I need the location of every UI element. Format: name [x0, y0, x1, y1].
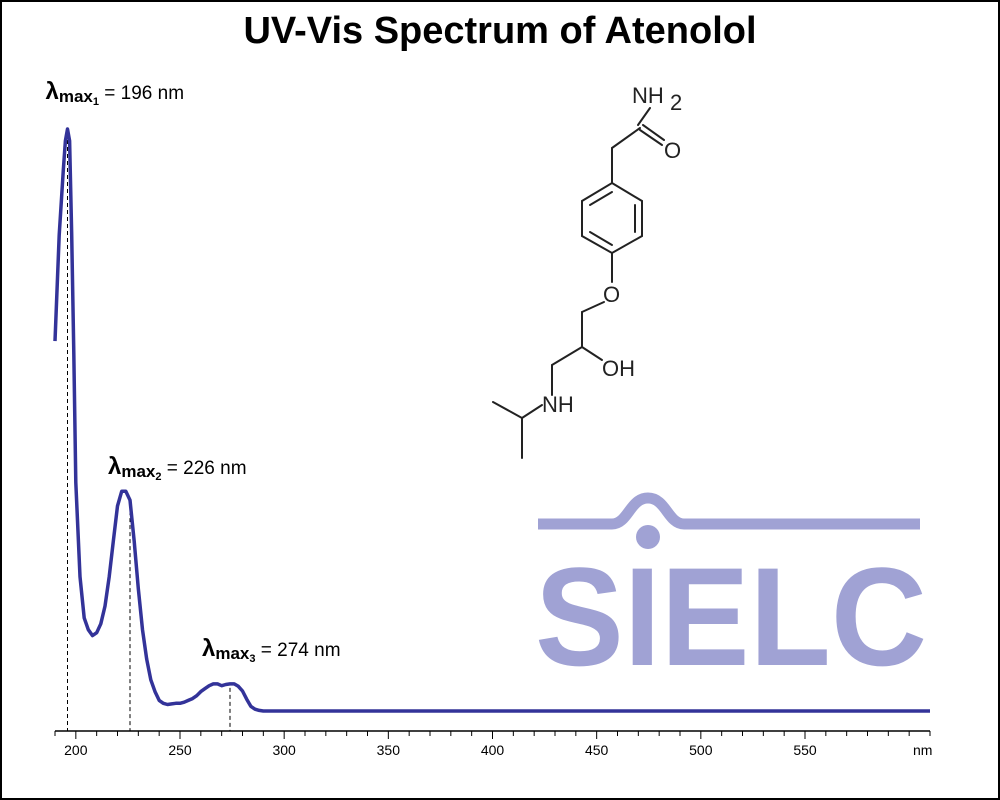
logo-text: SIELC [535, 538, 927, 695]
x-tick-label: 350 [377, 742, 401, 758]
x-axis-label: nm [913, 742, 932, 758]
peak-annotation: λmax1 = 196 nm [46, 78, 185, 108]
logo-wave [538, 492, 920, 530]
x-tick-label: 300 [272, 742, 296, 758]
amine-label: NH [542, 392, 574, 417]
chart-title: UV-Vis Spectrum of Atenolol [243, 10, 757, 52]
peak-annotations: λmax1 = 196 nm λmax2 = 226 nm λmax3 = 274 … [46, 78, 341, 665]
x-tick-label: 500 [689, 742, 713, 758]
x-tick-label: 550 [793, 742, 817, 758]
peak-guides [67, 133, 231, 731]
x-tick-label: 200 [64, 742, 88, 758]
carbonyl-oxygen-label: O [664, 138, 681, 163]
x-tick-label: 400 [481, 742, 505, 758]
atenolol-structure [492, 107, 665, 459]
x-tick-label: 250 [168, 742, 192, 758]
ether-oxygen-label: O [603, 282, 620, 307]
peak-annotation: λmax3 = 274 nm [202, 635, 341, 665]
x-tick-label: 450 [585, 742, 609, 758]
peak-annotation: λmax2 = 226 nm [108, 453, 247, 483]
nh2-subscript: 2 [670, 90, 682, 115]
sielc-logo: SIELC [535, 492, 927, 695]
x-ticks: 200 250 300 350 400 450 500 550 [54, 731, 931, 758]
hydroxyl-label: OH [602, 356, 635, 381]
nh2-label: NH [632, 83, 664, 108]
logo-dot [636, 525, 660, 549]
spectrum-line [53, 127, 930, 713]
